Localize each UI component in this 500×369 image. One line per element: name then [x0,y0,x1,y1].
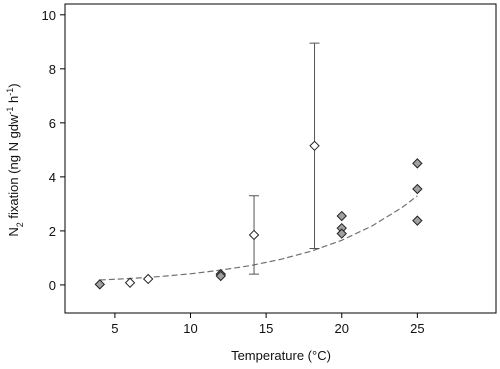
x-tick-label: 15 [259,321,273,336]
y-axis-label-part: -1 [5,107,15,115]
point [94,279,105,290]
y-tick-label: 4 [49,170,56,185]
point [309,140,320,152]
y-tick-label: 8 [49,62,56,77]
y-axis-label: N2 fixation (ng N gdw-1 h-1) [5,83,25,236]
x-tick-label: 25 [410,321,424,336]
point [215,270,226,282]
x-axis-label: Temperature (°C) [231,348,331,363]
y-axis-label-part: N [6,227,21,236]
y-axis-label-part: h [6,96,21,107]
x-tick-label: 10 [183,321,197,336]
point [412,215,423,226]
y-tick-label: 6 [49,116,56,131]
y-tick-label: 0 [49,278,56,293]
y-tick-label: 10 [42,8,56,23]
point [124,277,136,288]
x-tick-label: 20 [335,321,349,336]
y-axis-label-part: 2 [15,222,25,227]
point [412,158,423,169]
point [336,210,347,222]
plot-frame [64,3,497,314]
point [412,183,423,195]
fit-curve [99,195,418,281]
y-axis-label-part: fixation (ng N gdw [6,114,21,222]
y-tick-label: 2 [49,224,56,239]
point [336,228,347,239]
point [142,273,154,285]
x-tick-label: 5 [111,321,118,336]
y-axis-label-part: -1 [5,88,15,96]
y-axis-label-part: ) [6,83,21,87]
point [248,229,260,241]
